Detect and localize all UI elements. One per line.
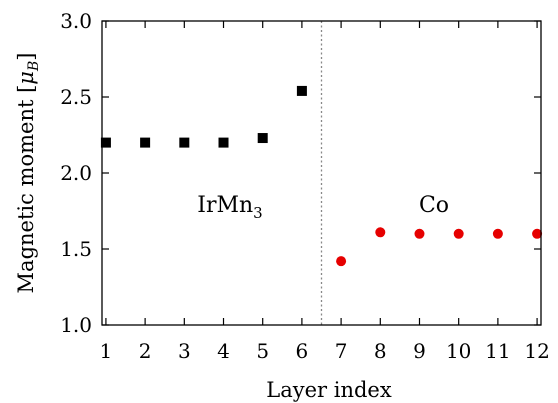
y-tick-label: 2.5 [60, 85, 92, 109]
x-tick-label: 8 [374, 339, 387, 363]
ticks-layer: 1 2 3 4 5 6 7 8 9 10 11 121.01.52.02.53.0 [60, 9, 550, 363]
data-point-circle [453, 228, 464, 239]
x-tick-label: 10 [446, 339, 471, 363]
data-point-circle [375, 227, 386, 238]
y-axis-label: Magnetic moment [μB] [14, 53, 42, 294]
y-tick-label: 1.0 [60, 313, 92, 337]
x-tick-label: 3 [178, 339, 191, 363]
y-axis-label-subscript: B [26, 61, 42, 72]
x-tick-label: 2 [139, 339, 152, 363]
irmn3-region-label: IrMn3 [197, 193, 262, 222]
x-tick-label: 7 [335, 339, 348, 363]
co-region-label: Co [419, 193, 449, 218]
x-tick-label: 5 [256, 339, 269, 363]
data-point-square [296, 85, 307, 96]
x-tick-label: 11 [485, 339, 510, 363]
data-point-square [218, 137, 229, 148]
irmn3-label-main: IrMn [197, 193, 253, 218]
y-axis-label-suffix: ] [14, 53, 38, 61]
y-axis-label-mu: μ [14, 71, 38, 85]
points-layer [100, 85, 543, 267]
irmn3-label-subscript: 3 [253, 204, 263, 222]
y-tick-label: 3.0 [60, 9, 92, 33]
data-point-circle [492, 228, 503, 239]
data-point-square [179, 137, 190, 148]
x-tick-label: 1 [100, 339, 113, 363]
x-tick-label: 9 [413, 339, 426, 363]
y-tick-label: 2.0 [60, 161, 92, 185]
data-point-circle [336, 256, 347, 267]
data-point-circle [414, 228, 425, 239]
y-axis-label-prefix: Magnetic moment [ [14, 85, 38, 294]
x-tick-label: 6 [296, 339, 309, 363]
plot-frame [101, 20, 542, 326]
data-point-circle [532, 228, 543, 239]
data-point-square [140, 137, 151, 148]
x-tick-label: 4 [217, 339, 230, 363]
data-point-square [257, 133, 268, 144]
y-tick-label: 1.5 [60, 237, 92, 261]
x-tick-label: 12 [524, 339, 549, 363]
x-axis-label: Layer index [266, 378, 392, 402]
data-point-square [100, 137, 111, 148]
